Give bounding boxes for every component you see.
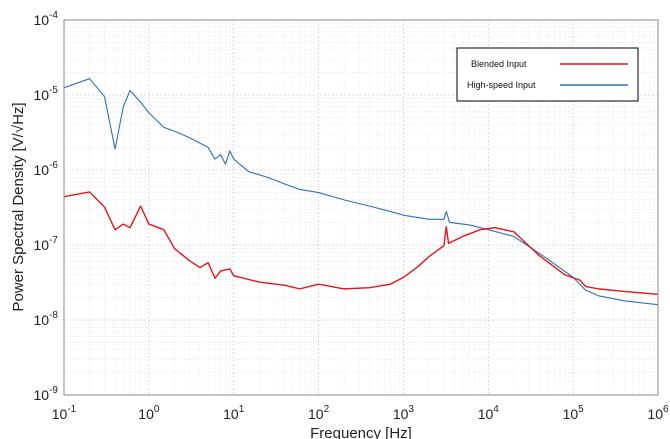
y-tick-base: 10 [34, 387, 50, 403]
y-tick-base: 10 [34, 237, 50, 253]
legend: Blended Input High-speed Input [456, 47, 639, 102]
x-tick-exponent: 0 [154, 404, 160, 415]
x-tick-base: 10 [393, 406, 409, 422]
x-tick-base: 10 [563, 406, 579, 422]
y-tick-base: 10 [34, 87, 50, 103]
y-tick-exponent: -7 [49, 235, 58, 246]
x-tick-base: 10 [478, 406, 494, 422]
x-tick-base: 10 [52, 406, 68, 422]
y-tick-label: 10-6 [34, 160, 59, 178]
x-tick-exponent: 1 [239, 404, 245, 415]
y-tick-label: 10-9 [34, 385, 59, 403]
y-tick-label: 10-4 [34, 10, 59, 28]
y-tick-exponent: -4 [49, 10, 58, 21]
x-tick-labels: 10-1 100 101 102 103 104 105 106 [52, 404, 669, 422]
x-axis-title: Frequency [Hz] [310, 425, 412, 439]
x-tick-label: 106 [647, 404, 669, 422]
x-tick-exponent: 5 [578, 404, 584, 415]
x-tick-base: 10 [647, 406, 663, 422]
y-tick-base: 10 [34, 12, 50, 28]
x-tick-exponent: 6 [663, 404, 669, 415]
y-tick-label: 10-5 [34, 85, 59, 103]
x-tick-label: 102 [308, 404, 330, 422]
legend-label-blended-input: Blended Input [471, 59, 527, 69]
y-tick-exponent: -6 [49, 160, 58, 171]
x-tick-label: 101 [223, 404, 245, 422]
y-tick-labels: 10-910-810-710-610-510-4 [34, 10, 59, 403]
plot-frame [63, 19, 659, 396]
x-tick-label: 104 [478, 404, 500, 422]
y-tick-label: 10-7 [34, 235, 59, 253]
x-tick-exponent: 4 [493, 404, 499, 415]
y-tick-exponent: -8 [49, 310, 58, 321]
y-tick-exponent: -9 [49, 385, 58, 396]
major-grid [64, 20, 658, 395]
x-tick-label: 105 [563, 404, 585, 422]
legend-label-high-speed-input: High-speed Input [467, 80, 536, 90]
x-tick-base: 10 [138, 406, 154, 422]
y-tick-exponent: -5 [49, 85, 58, 96]
x-tick-exponent: -1 [67, 404, 76, 415]
x-tick-base: 10 [308, 406, 324, 422]
x-tick-exponent: 2 [324, 404, 330, 415]
series-layer [64, 78, 658, 306]
y-tick-base: 10 [34, 162, 50, 178]
x-tick-label: 100 [138, 404, 160, 422]
x-tick-label: 10-1 [52, 404, 77, 422]
minor-grid [64, 20, 658, 395]
x-tick-label: 103 [393, 404, 415, 422]
legend-box [456, 47, 639, 102]
x-tick-base: 10 [223, 406, 239, 422]
y-axis-title: Power Spectral Density [V/√Hz] [10, 102, 27, 311]
series-line-blended-input [64, 191, 658, 296]
x-tick-exponent: 3 [408, 404, 414, 415]
y-tick-base: 10 [34, 312, 50, 328]
y-tick-label: 10-8 [34, 310, 59, 328]
